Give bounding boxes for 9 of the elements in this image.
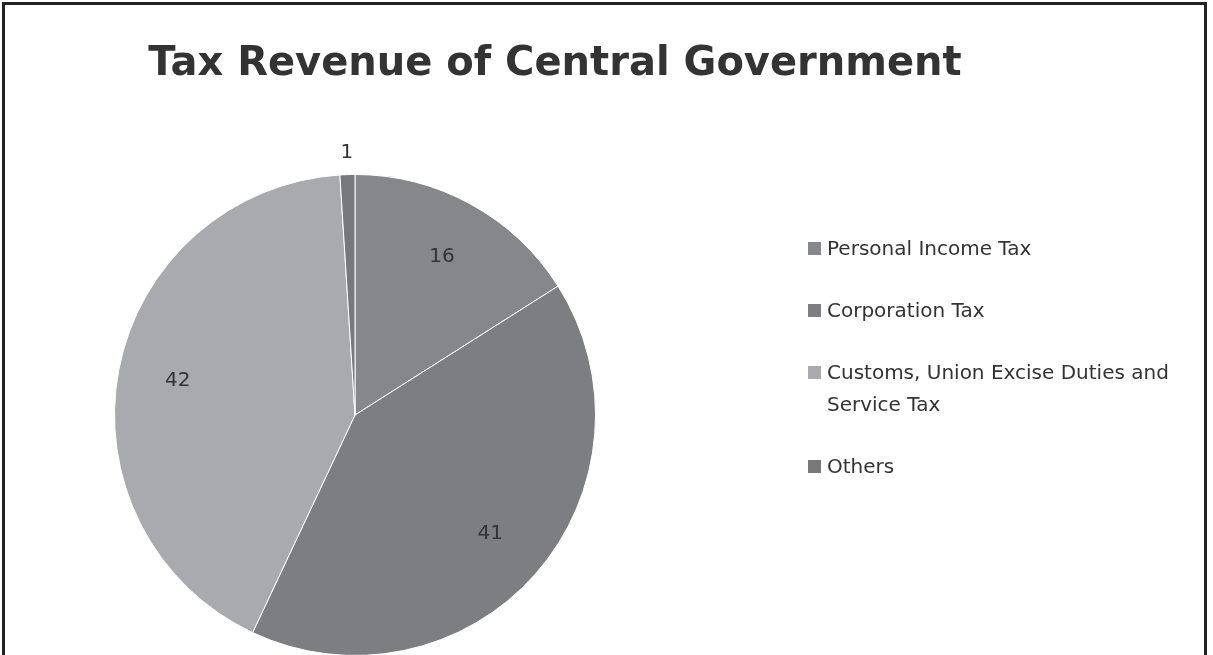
data-label: 16: [429, 243, 455, 268]
data-label: 1: [340, 138, 354, 163]
legend-label: Customs, Union Excise Duties and Service Tax: [827, 359, 1170, 418]
data-label: 41: [477, 520, 504, 545]
legend-label: Corporation Tax: [827, 297, 985, 324]
legend-label: Others: [827, 453, 895, 480]
data-label: 42: [165, 367, 191, 392]
chart-title: Tax Revenue of Central Government: [147, 38, 963, 84]
legend-label: Personal Income Tax: [827, 235, 1032, 262]
